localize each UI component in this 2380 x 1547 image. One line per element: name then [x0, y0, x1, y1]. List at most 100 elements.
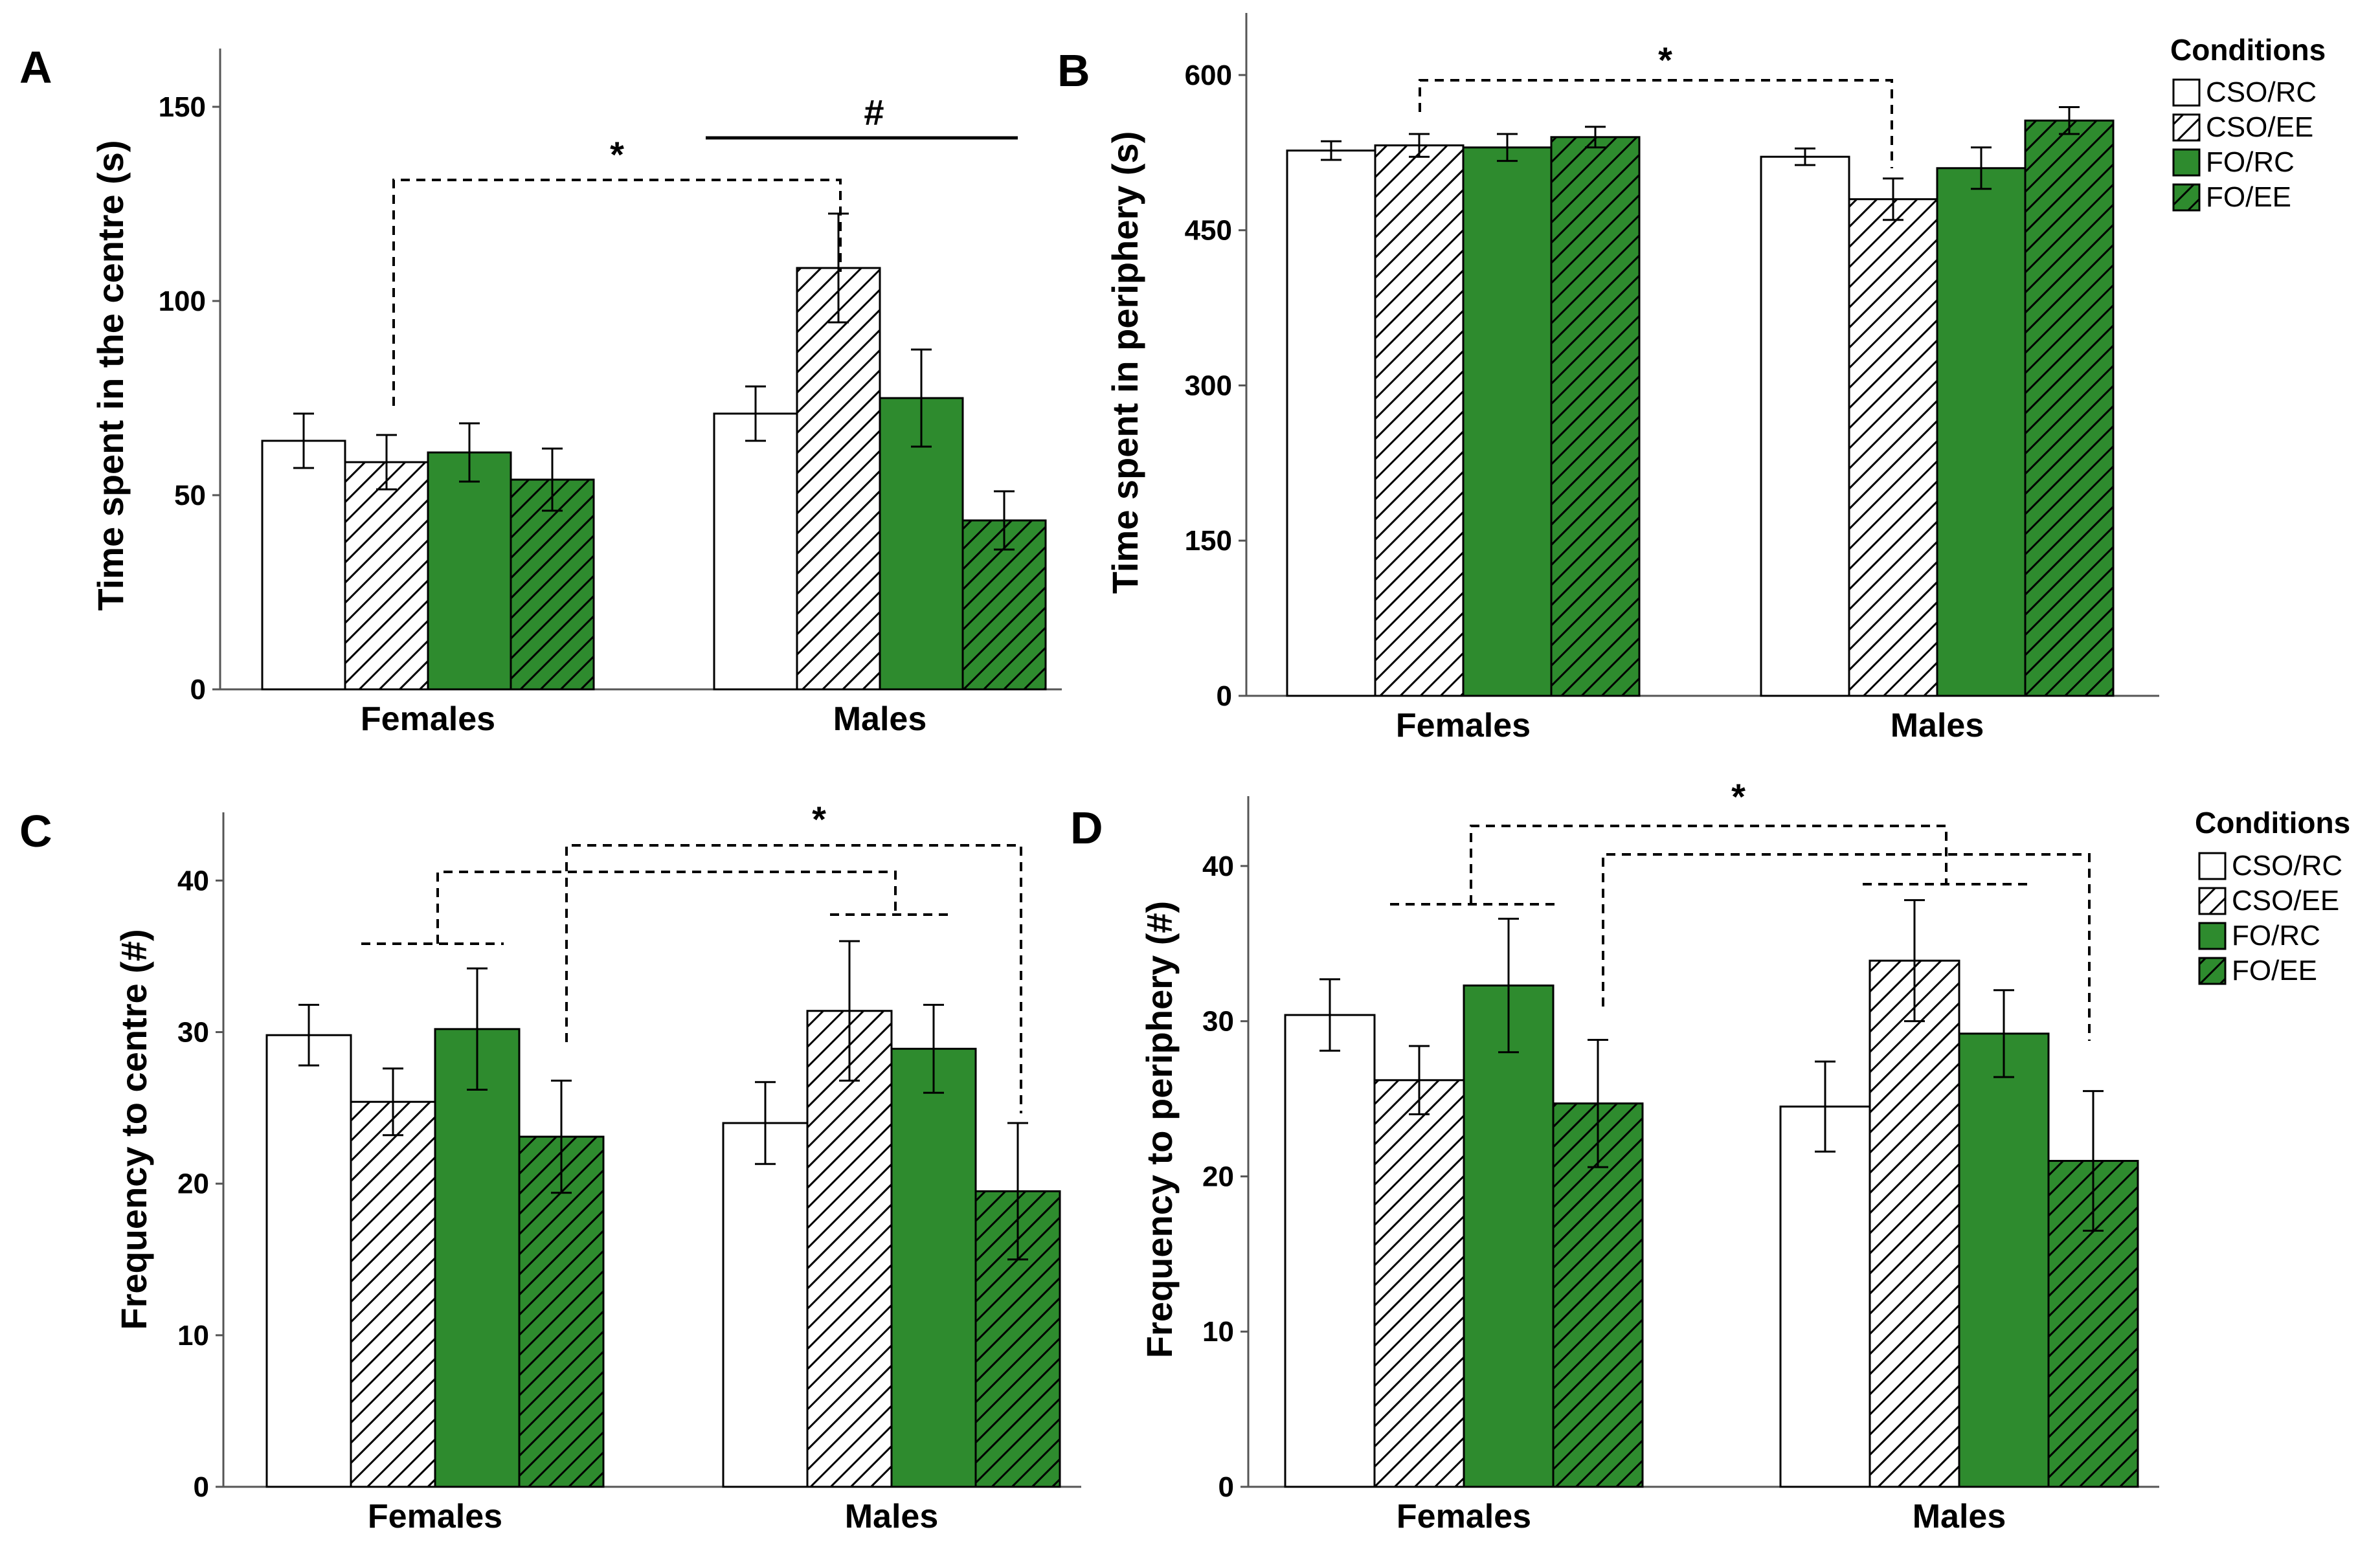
bar-cso-ee-females — [350, 1100, 436, 1488]
panel-b: B Time spent in periphery (s) 0 150 300 450… — [1057, 13, 2326, 744]
legend-label: CSO/EE — [2206, 111, 2313, 143]
panel-letter: B — [1057, 45, 1090, 96]
bar-fo-ee-females — [510, 478, 595, 691]
bar-cso-ee-males — [1848, 198, 1938, 697]
y-tick-label: 150 — [1185, 525, 1232, 557]
significance-bracket — [1602, 853, 2091, 1041]
y-tick-label: 300 — [1185, 370, 1232, 401]
legend-swatch — [2198, 922, 2227, 950]
bar-cso-rc-males — [1760, 155, 1850, 697]
significance-bracket — [565, 844, 1022, 1113]
x-category-label: Females — [1396, 707, 1531, 744]
bar-cso-rc-females — [265, 1034, 352, 1488]
significance-annotations: * — [361, 799, 1022, 1113]
bar-fo-ee-females — [518, 1135, 605, 1488]
axes: 0 10 20 30 40 Females Males — [1202, 796, 2159, 1535]
y-axis-label: Frequency to centre (#) — [113, 929, 154, 1330]
significance-bracket — [392, 179, 842, 406]
significance-hash: # — [864, 92, 884, 133]
panel-letter: C — [19, 806, 52, 856]
axes: 0 150 300 450 600 Females Males — [1185, 13, 2159, 744]
legend-label: CSO/RC — [2232, 850, 2342, 882]
bar-fo-ee-females — [1550, 136, 1641, 697]
legend-label: FO/RC — [2206, 146, 2295, 178]
bar-fo-rc-males — [890, 1047, 977, 1488]
panel-d: D Frequency to periphery (#) 0 10 20 30 40 Fe… — [1070, 776, 2350, 1535]
y-tick-label: 10 — [1202, 1316, 1234, 1348]
y-tick-label: 40 — [1202, 851, 1234, 882]
bar-fo-rc-females — [1463, 985, 1555, 1488]
bar-fo-ee-males — [2024, 119, 2115, 697]
y-tick-label: 0 — [190, 674, 206, 706]
y-tick-label: 0 — [1218, 1471, 1234, 1503]
bar-cso-ee-females — [344, 461, 429, 691]
panel-letter: D — [1070, 803, 1103, 853]
bar-fo-rc-females — [427, 451, 512, 691]
legend-swatch — [2198, 887, 2227, 915]
legend-label: CSO/RC — [2206, 76, 2317, 108]
bar-fo-rc-males — [1936, 167, 2026, 697]
y-tick-label: 100 — [159, 285, 206, 317]
bar-cso-ee-females — [1373, 1079, 1465, 1488]
x-category-label: Males — [833, 700, 927, 738]
legend-title: Conditions — [2170, 33, 2326, 67]
panel-c: C Frequency to centre (#) 0 10 20 30 40 Femal… — [19, 799, 1081, 1535]
legend-swatch — [2198, 957, 2227, 985]
y-tick-label: 30 — [177, 1017, 209, 1049]
y-tick-label: 30 — [1202, 1006, 1234, 1038]
bar-fo-rc-males — [1958, 1032, 2050, 1488]
bar-cso-ee-males — [796, 267, 881, 691]
y-tick-label: 50 — [174, 480, 206, 511]
x-category-label: Females — [1397, 1498, 1531, 1535]
significance-star: * — [1658, 39, 1672, 80]
bar-cso-rc-females — [1284, 1014, 1376, 1488]
significance-star: * — [610, 134, 624, 175]
bar-fo-rc-females — [434, 1028, 521, 1488]
bar-cso-rc-males — [1779, 1106, 1871, 1488]
legend-swatch — [2172, 78, 2201, 107]
y-tick-label: 0 — [1217, 680, 1232, 712]
y-tick-label: 0 — [194, 1471, 209, 1503]
bar-cso-rc-males — [722, 1122, 809, 1488]
legend-label: FO/RC — [2232, 920, 2320, 952]
bar-cso-rc-males — [713, 412, 798, 691]
y-axis-label: Time spent in periphery (s) — [1105, 131, 1145, 594]
bar-cso-ee-females — [1374, 144, 1465, 697]
bar-fo-rc-females — [1462, 146, 1553, 697]
y-axis-label: Time spent in the centre (s) — [90, 140, 131, 610]
bar-cso-ee-males — [806, 1010, 893, 1488]
x-category-label: Males — [1891, 707, 1984, 744]
legend-title: Conditions — [2195, 806, 2350, 840]
bar-cso-rc-females — [1286, 150, 1376, 697]
legend-label: FO/EE — [2206, 181, 2291, 213]
axes: 0 50 100 150 Females Males — [159, 49, 1062, 738]
x-category-label: Males — [1913, 1498, 2006, 1535]
significance-annotations: * — [1390, 776, 2091, 1041]
bar-cso-rc-females — [261, 440, 346, 691]
bar-cso-ee-males — [1869, 959, 1960, 1488]
y-tick-label: 450 — [1185, 215, 1232, 247]
y-axis-label: Frequency to periphery (#) — [1139, 901, 1180, 1358]
y-tick-label: 40 — [177, 865, 209, 896]
x-category-label: Females — [368, 1498, 502, 1535]
panel-letter: A — [19, 42, 52, 93]
significance-bracket — [1470, 825, 1948, 904]
legend-swatch — [2198, 852, 2227, 880]
significance-bracket — [436, 871, 897, 944]
x-category-label: Females — [361, 700, 495, 738]
legend-swatch — [2172, 148, 2201, 177]
legend-label: FO/EE — [2232, 955, 2317, 986]
y-tick-label: 150 — [159, 91, 206, 123]
axes: 0 10 20 30 40 Females Males — [177, 812, 1081, 1535]
significance-bracket — [1419, 79, 1893, 168]
legend-swatch — [2172, 183, 2201, 212]
significance-annotations: * — [1419, 39, 1893, 168]
y-tick-label: 10 — [177, 1320, 209, 1352]
legend-swatch — [2172, 113, 2201, 142]
significance-star: * — [812, 799, 826, 840]
